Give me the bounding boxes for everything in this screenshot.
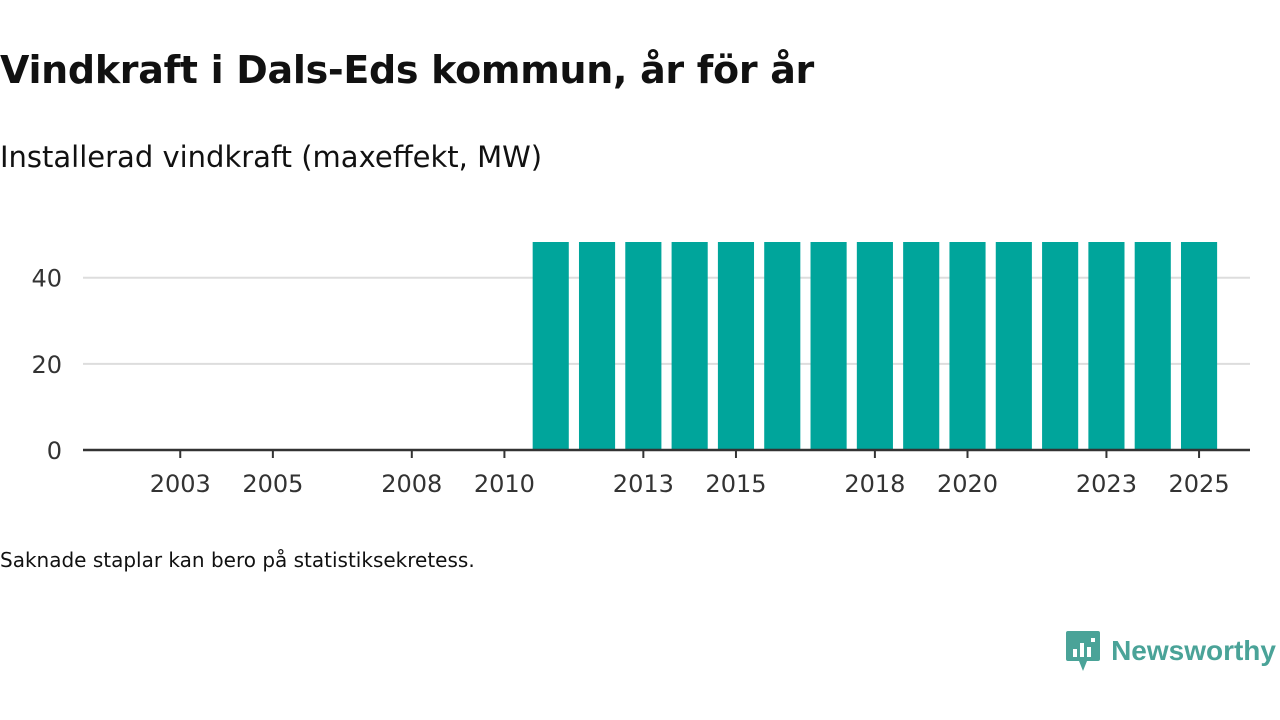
- footnote: Saknade staplar kan bero på statistiksek…: [0, 548, 475, 572]
- bar: [949, 242, 986, 450]
- brand[interactable]: Newsworthy: [1065, 628, 1276, 674]
- chart-title: Vindkraft i Dals-Eds kommun, år för år: [0, 48, 814, 92]
- brand-name: Newsworthy: [1111, 635, 1276, 666]
- newsworthy-logo-icon: [1066, 631, 1101, 671]
- x-tick-label: 2018: [844, 470, 905, 498]
- x-tick-label: 2023: [1076, 470, 1137, 498]
- x-tick-label: 2025: [1169, 470, 1230, 498]
- x-tick-label: 2010: [474, 470, 535, 498]
- x-tick-label: 2020: [937, 470, 998, 498]
- bar: [671, 242, 708, 450]
- bar: [1134, 242, 1171, 450]
- bar-chart: 0 20 40 2003 2005 2008 2010 2013 2015 2018 2020 202…: [31, 242, 1250, 498]
- bar: [810, 242, 847, 450]
- bar: [578, 242, 616, 450]
- bar: [625, 242, 662, 450]
- bar: [1180, 242, 1218, 450]
- bar: [1088, 242, 1125, 450]
- bar: [856, 242, 893, 450]
- x-tick-label: 2013: [613, 470, 674, 498]
- bar: [532, 242, 569, 450]
- x-tick-label: 2005: [242, 470, 303, 498]
- x-tick-label: 2015: [705, 470, 766, 498]
- y-tick-label: 20: [31, 351, 62, 379]
- chart-subtitle: Installerad vindkraft (maxeffekt, MW): [0, 140, 543, 174]
- bar: [1042, 242, 1079, 450]
- bar: [995, 242, 1032, 450]
- x-tick-label: 2003: [150, 470, 211, 498]
- y-tick-label: 0: [47, 437, 62, 465]
- bar: [764, 242, 801, 450]
- y-tick-label: 40: [31, 265, 62, 293]
- x-tick-label: 2008: [381, 470, 442, 498]
- bar: [717, 242, 755, 450]
- bar: [903, 242, 940, 450]
